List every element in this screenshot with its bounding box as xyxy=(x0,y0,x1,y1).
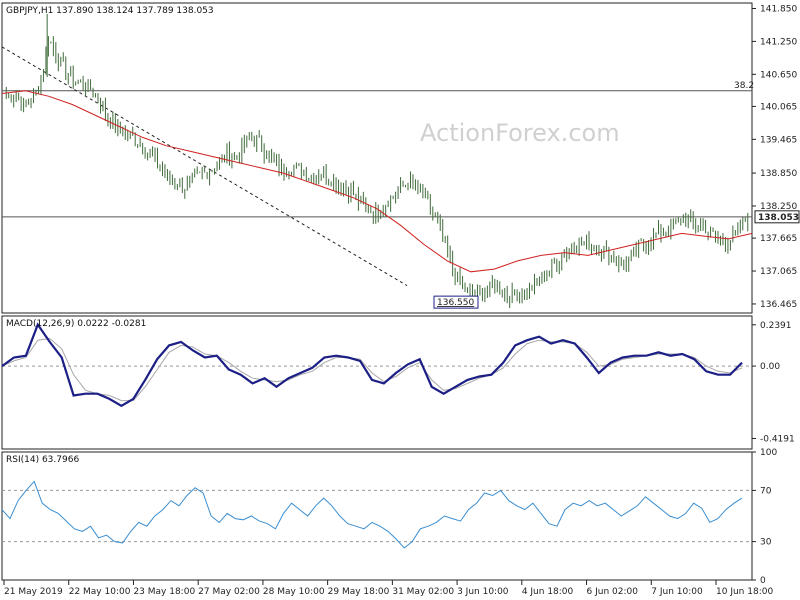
macd-tick-label: 0.00 xyxy=(760,362,780,372)
macd-tick-label: -0.4191 xyxy=(760,434,795,444)
time-tick-label: 21 May 2019 xyxy=(4,587,63,597)
low-callout-box xyxy=(433,295,479,309)
rsi-tick-label: 70 xyxy=(760,486,772,496)
macd-signal-line xyxy=(1,337,743,402)
time-tick-label: 6 Jun 02:00 xyxy=(587,587,639,597)
price-tick-label: 137.665 xyxy=(760,234,797,244)
time-tick-label: 27 May 02:00 xyxy=(198,587,260,597)
fib-level-label: 38.2 xyxy=(734,81,754,91)
time-tick-label: 31 May 02:00 xyxy=(392,587,454,597)
panel-frame xyxy=(1,2,753,314)
time-tick-label: 10 Jun 18:00 xyxy=(716,587,773,597)
price-tick-label: 136.465 xyxy=(760,300,797,310)
rsi-line xyxy=(1,480,743,549)
price-tick-label: 138.850 xyxy=(760,169,797,179)
low-callout-label: 136.550 xyxy=(437,298,474,308)
macd-panel: 0.2391 0.00 -0.4191 xyxy=(1,315,795,450)
price-tick-label: 141.850 xyxy=(760,4,797,14)
rsi-panel: 100 70 30 0 xyxy=(1,448,777,586)
watermark: ActionForex.com xyxy=(420,119,620,147)
price-tick-label: 140.650 xyxy=(760,70,797,80)
rsi-tick-label: 0 xyxy=(760,576,766,586)
trendline xyxy=(1,46,408,286)
price-tick-label: 137.065 xyxy=(760,267,797,277)
macd-title: MACD(12,26,9) 0.0222 -0.0281 xyxy=(6,319,146,329)
price-tick-label: 138.250 xyxy=(760,202,797,212)
symbol-title: GBPJPY,H1 137.890 138.124 137.789 138.05… xyxy=(6,6,214,16)
time-tick-label: 22 May 10:00 xyxy=(69,587,131,597)
rsi-tick-label: 30 xyxy=(760,538,772,548)
macd-tick-label: 0.2391 xyxy=(760,321,792,331)
rsi-tick-label: 100 xyxy=(760,448,777,458)
last-price-tag xyxy=(754,210,800,224)
time-axis: 21 May 2019 22 May 10:00 23 May 18:00 27 Ma… xyxy=(3,580,773,597)
time-tick-label: 7 Jun 10:00 xyxy=(651,587,703,597)
price-tick-label: 141.250 xyxy=(760,37,797,47)
price-tick-label: 140.065 xyxy=(760,102,797,112)
last-price-label: 138.053 xyxy=(758,213,799,223)
time-tick-label: 3 Jun 10:00 xyxy=(457,587,509,597)
moving-average-line xyxy=(1,90,753,273)
rsi-title: RSI(14) 63.7966 xyxy=(6,455,79,465)
price-panel: 141.850 141.250 140.650 140.065 139.465 138.8… xyxy=(1,2,800,314)
time-tick-label: 4 Jun 18:00 xyxy=(522,587,574,597)
low-price-callout: 136.550 xyxy=(433,295,479,309)
panel-frame xyxy=(1,451,753,581)
time-tick-label: 29 May 18:00 xyxy=(328,587,390,597)
time-tick-label: 23 May 18:00 xyxy=(133,587,195,597)
macd-line xyxy=(1,322,743,408)
price-tick-label: 139.465 xyxy=(760,135,797,145)
time-tick-label: 28 May 10:00 xyxy=(263,587,325,597)
